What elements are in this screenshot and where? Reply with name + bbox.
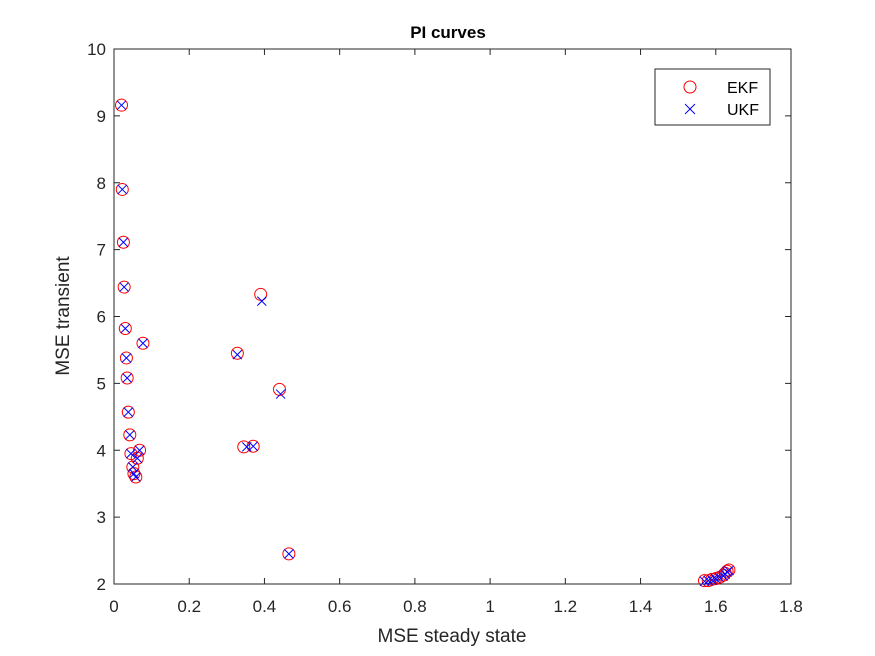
- x-tick-label: 0.2: [177, 597, 201, 616]
- ekf-point: [136, 336, 150, 350]
- x-tick-label: 1: [485, 597, 494, 616]
- ukf-point: [129, 468, 139, 479]
- ekf-point: [121, 405, 135, 419]
- x-tick-label: 0: [109, 597, 118, 616]
- ekf-point: [119, 351, 133, 365]
- legend: EKF UKF: [654, 68, 771, 126]
- ukf-point: [248, 441, 259, 452]
- ukf-point: [121, 353, 132, 363]
- legend-ekf-label: EKF: [727, 80, 758, 97]
- y-tick-label: 7: [97, 241, 106, 260]
- ukf-point: [132, 453, 143, 464]
- y-tick-label: 6: [97, 308, 106, 327]
- x-axis-ticks: 0 0.2 0.4 0.6 0.8 1 1.2 1.4 1.6 1.8: [109, 49, 803, 616]
- ukf-point: [119, 282, 130, 292]
- ukf-point: [703, 575, 714, 586]
- ekf-point: [129, 470, 143, 484]
- ukf-point: [256, 296, 267, 306]
- y-tick-label: 8: [97, 174, 106, 193]
- ukf-point: [123, 407, 134, 417]
- ukf-point: [134, 445, 145, 456]
- y-tick-label: 5: [97, 374, 106, 393]
- y-tick-label: 4: [97, 441, 106, 460]
- ekf-point: [115, 182, 129, 196]
- y-tick-label: 9: [97, 107, 106, 126]
- x-tick-label: 0.8: [403, 597, 427, 616]
- legend-box: [654, 68, 771, 126]
- ukf-point: [710, 573, 721, 584]
- ukf-point: [117, 184, 128, 195]
- ukf-point: [118, 237, 129, 248]
- ekf-point: [282, 547, 296, 561]
- ekf-point: [720, 564, 734, 578]
- ukf-point: [124, 430, 135, 440]
- x-tick-label: 1.8: [779, 597, 803, 616]
- ukf-point: [126, 448, 136, 459]
- y-tick-label: 3: [97, 508, 106, 527]
- ukf-point: [275, 389, 286, 399]
- ekf-point: [230, 346, 244, 360]
- x-tick-label: 1.6: [704, 597, 728, 616]
- ekf-point: [237, 440, 251, 454]
- legend-ekf-marker: [683, 80, 697, 94]
- y-tick-label: 2: [97, 575, 106, 594]
- ekf-point: [115, 98, 129, 112]
- y-axis-ticks: 2 3 4 5 6 7 8 9 10: [87, 40, 791, 594]
- ukf-point: [232, 349, 243, 360]
- y-axis-label: MSE transient: [53, 256, 74, 376]
- ekf-point: [118, 322, 132, 336]
- ukf-point: [707, 575, 717, 585]
- ukf-point: [120, 323, 131, 334]
- x-tick-label: 1.4: [629, 597, 653, 616]
- ukf-point: [116, 100, 127, 111]
- data-points: [115, 98, 736, 588]
- ekf-point: [123, 428, 137, 442]
- ukf-point: [724, 565, 734, 576]
- plot-area: [113, 48, 792, 585]
- ukf-point: [127, 462, 138, 472]
- ekf-point: [116, 235, 130, 249]
- ukf-point: [130, 472, 141, 482]
- ukf-point: [138, 338, 148, 349]
- ekf-point: [120, 371, 134, 385]
- x-tick-label: 1.2: [554, 597, 578, 616]
- legend-ukf-label: UKF: [727, 102, 759, 119]
- ukf-point: [284, 549, 294, 559]
- ekf-point: [117, 280, 131, 294]
- chart-title: PI curves: [410, 23, 486, 42]
- x-tick-label: 0.4: [253, 597, 277, 616]
- legend-ukf-marker: [684, 103, 696, 115]
- ukf-point: [714, 572, 725, 583]
- x-tick-label: 0.6: [328, 597, 352, 616]
- x-axis-label: MSE steady state: [378, 626, 527, 647]
- ekf-point: [722, 563, 736, 577]
- y-tick-label: 10: [87, 40, 106, 59]
- ukf-point: [122, 373, 133, 383]
